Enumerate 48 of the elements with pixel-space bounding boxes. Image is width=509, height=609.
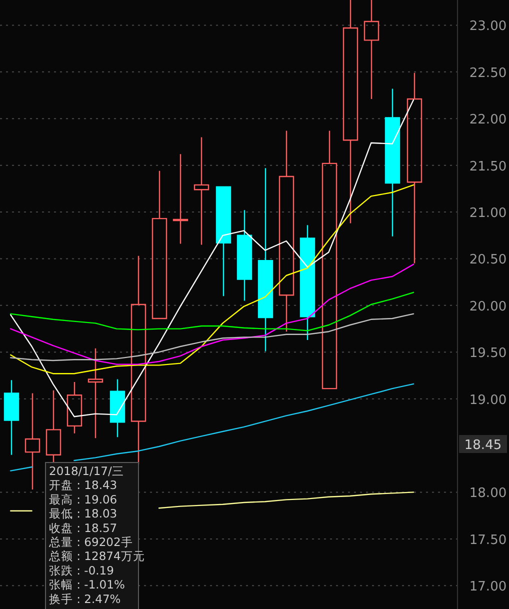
candlestick (172, 154, 188, 244)
y-tick-label: 18.00 (469, 486, 507, 502)
y-tick-label: 22.00 (469, 112, 507, 128)
candlestick (406, 72, 422, 264)
annotation: 总量 : 69202手 (48, 535, 133, 549)
candlestick (278, 130, 294, 332)
candlestick (66, 381, 82, 434)
candlestick (236, 210, 252, 302)
candlestick (194, 136, 210, 246)
annotation: 张幅 : -1.01% (49, 578, 125, 592)
line-series (10, 313, 414, 362)
y-tick-label: 20.50 (469, 252, 507, 268)
y-tick-label: 21.50 (469, 159, 507, 174)
candlestick (258, 168, 274, 352)
text: 18.45 (464, 438, 502, 453)
y-tick-label: 22.50 (469, 66, 507, 81)
candlestick (384, 88, 400, 237)
candlestick (88, 348, 104, 439)
annotation: 换手 : 2.47% (49, 592, 121, 606)
annotation: 开盘 : 18.43 (49, 478, 118, 492)
y-tick-label: 17.00 (469, 580, 507, 595)
candlestick (24, 392, 40, 490)
line-series (10, 184, 414, 374)
candlestick (300, 224, 316, 341)
y-tick-label: 19.50 (469, 346, 507, 362)
line-series (10, 99, 414, 418)
candlestick (342, 0, 358, 224)
y-tick-label: 21.00 (469, 206, 507, 222)
candlestick (110, 378, 126, 438)
candlestick (364, 0, 380, 100)
candlestick (216, 186, 232, 297)
annotation: 总额 : 12874万元 (48, 549, 145, 564)
y-tick-label: 20.00 (469, 299, 507, 314)
candlestick (130, 255, 146, 465)
candlestick (322, 130, 338, 390)
annotation: 张跌 : -0.19 (49, 563, 114, 578)
annotation: 收盘 : 18.57 (49, 520, 118, 535)
annotation: 最高 : 19.06 (49, 492, 118, 506)
annotation: 最低 : 18.03 (49, 506, 118, 521)
candlestick (4, 380, 20, 456)
annotation: 2018/1/17/三 (49, 464, 124, 478)
candlestick (46, 390, 62, 465)
line-series (10, 292, 414, 332)
y-tick-label: 17.50 (469, 532, 507, 548)
y-tick-label: 19.00 (469, 392, 507, 408)
candlestick (152, 170, 168, 320)
line-series (10, 264, 414, 365)
y-tick-label: 23.00 (469, 19, 507, 34)
